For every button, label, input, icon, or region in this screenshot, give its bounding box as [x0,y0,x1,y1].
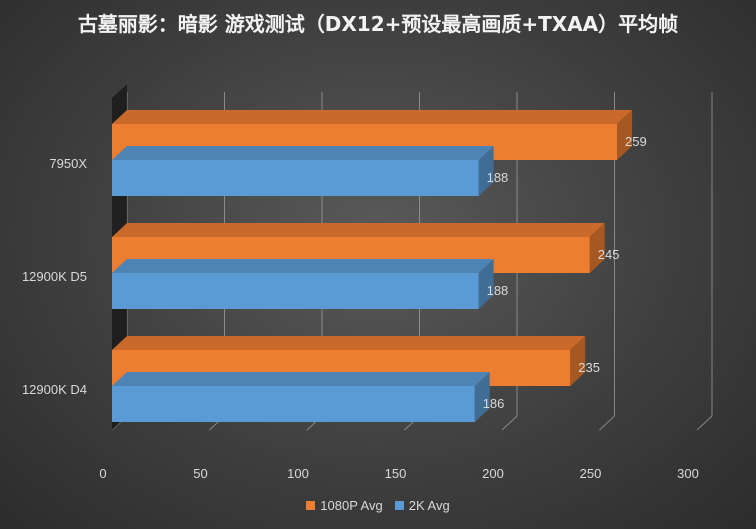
bar-top [112,110,633,124]
x-tick-label: 0 [99,466,106,481]
data-label: 259 [625,134,647,149]
gridline-floor [599,415,615,431]
bar-side [478,259,494,309]
x-tick-label: 200 [482,466,504,481]
x-tick-label: 300 [677,466,699,481]
data-label: 245 [598,247,620,262]
gridline-floor [501,415,518,431]
legend: 1080P Avg 2K Avg [0,498,756,513]
category-label: 12900K D5 [22,269,87,284]
bar-side [589,223,605,273]
bar-side [478,146,494,196]
bar [112,386,475,422]
bar-side [617,110,633,160]
bar [112,273,479,309]
bar-top [112,146,494,160]
legend-label-1080p: 1080P Avg [320,498,383,513]
bar-side [570,336,586,386]
category-label: 7950X [49,156,87,171]
data-label: 188 [487,283,509,298]
data-label: 235 [578,360,600,375]
legend-swatch-2k [394,501,404,510]
bar-top [112,259,494,273]
gridline-floor [696,415,713,431]
bar-top [112,336,586,350]
legend-swatch-1080p [306,501,316,510]
data-label: 186 [483,396,505,411]
bar-top [112,372,490,386]
legend-item-2k: 2K Avg [394,498,450,513]
x-tick-label: 50 [193,466,207,481]
bar-side [474,372,490,422]
category-label: 12900K D4 [22,382,87,397]
data-label: 188 [487,170,509,185]
x-tick-label: 100 [287,466,309,481]
x-tick-label: 150 [385,466,407,481]
chart-title: 古墓丽影：暗影 游戏测试（DX12+预设最高画质+TXAA）平均帧 [77,12,679,36]
legend-label-2k: 2K Avg [408,498,450,513]
legend-item-1080p: 1080P Avg [306,498,383,513]
bar [112,160,479,196]
bar-top [112,223,605,237]
x-tick-label: 250 [580,466,602,481]
